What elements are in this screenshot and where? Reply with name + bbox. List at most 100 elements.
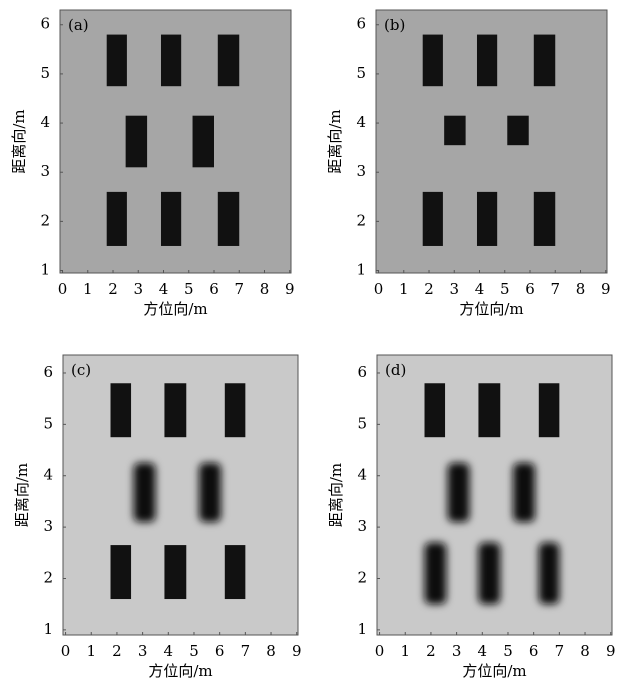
target (107, 192, 127, 246)
x-tick-label: 1 (86, 642, 96, 660)
target (134, 463, 156, 522)
target (164, 545, 186, 599)
x-tick-label: 7 (241, 642, 251, 660)
x-tick-label: 5 (503, 642, 513, 660)
x-tick-label: 4 (478, 642, 488, 660)
target (425, 383, 446, 437)
target (477, 35, 497, 87)
y-tick-label: 4 (356, 113, 366, 131)
y-tick-label: 6 (356, 15, 366, 33)
target (161, 192, 181, 246)
y-axis-label: 距离向/m (13, 463, 31, 527)
target (507, 116, 528, 145)
y-tick-label: 1 (357, 620, 367, 638)
target (225, 383, 246, 437)
x-tick-label: 0 (374, 280, 384, 298)
x-tick-label: 1 (399, 280, 409, 298)
y-tick-label: 6 (357, 363, 367, 381)
x-tick-label: 8 (576, 280, 586, 298)
x-tick-label: 2 (426, 642, 436, 660)
x-tick-label: 2 (424, 280, 434, 298)
y-tick-label: 3 (356, 162, 366, 180)
target (111, 383, 132, 437)
panel-label: (c) (71, 361, 91, 379)
x-axis-label: 方位向/m (462, 662, 526, 680)
y-tick-label: 3 (357, 517, 367, 535)
x-tick-label: 3 (449, 280, 459, 298)
target (423, 35, 443, 87)
x-tick-label: 4 (164, 642, 174, 660)
x-tick-label: 0 (61, 642, 71, 660)
target (218, 35, 239, 87)
y-tick-label: 6 (43, 363, 53, 381)
target (111, 545, 132, 599)
y-axis-label: 距离向/m (10, 109, 28, 173)
y-tick-label: 1 (356, 261, 366, 279)
x-tick-label: 7 (234, 280, 244, 298)
target (477, 192, 497, 246)
target (107, 35, 127, 87)
x-tick-label: 5 (184, 280, 194, 298)
target (225, 545, 246, 599)
y-tick-label: 1 (40, 261, 50, 279)
y-tick-label: 4 (40, 113, 50, 131)
x-tick-label: 9 (285, 280, 295, 298)
x-tick-label: 3 (452, 642, 462, 660)
target (478, 383, 500, 437)
target (126, 116, 147, 168)
x-tick-label: 6 (529, 642, 539, 660)
y-tick-label: 5 (43, 414, 53, 432)
target (218, 192, 239, 246)
panel-label: (b) (384, 16, 405, 34)
x-tick-label: 4 (159, 280, 169, 298)
target (448, 463, 470, 522)
target (193, 116, 214, 168)
y-axis-label: 距离向/m (327, 463, 345, 527)
x-tick-label: 6 (209, 280, 219, 298)
target (534, 35, 555, 87)
y-tick-label: 3 (43, 517, 53, 535)
panel-label: (a) (68, 16, 89, 34)
x-tick-label: 9 (606, 642, 616, 660)
target (199, 463, 221, 522)
y-tick-label: 5 (357, 414, 367, 432)
y-tick-label: 6 (40, 15, 50, 33)
x-tick-label: 9 (292, 642, 302, 660)
x-tick-label: 0 (58, 280, 68, 298)
x-tick-label: 6 (215, 642, 225, 660)
x-tick-label: 7 (550, 280, 560, 298)
y-tick-label: 2 (40, 211, 50, 229)
x-tick-label: 3 (138, 642, 148, 660)
y-tick-label: 4 (357, 466, 367, 484)
x-tick-label: 9 (601, 280, 611, 298)
x-tick-label: 6 (525, 280, 535, 298)
target (478, 543, 500, 605)
x-tick-label: 8 (580, 642, 590, 660)
target (444, 116, 465, 145)
x-tick-label: 8 (260, 280, 270, 298)
x-axis-label: 方位向/m (143, 300, 207, 318)
x-tick-label: 7 (555, 642, 565, 660)
x-tick-label: 5 (189, 642, 199, 660)
panel-label: (d) (385, 361, 406, 379)
target (164, 383, 186, 437)
target (423, 192, 443, 246)
y-tick-label: 1 (43, 620, 53, 638)
y-axis-label: 距离向/m (326, 109, 344, 173)
x-tick-label: 5 (500, 280, 510, 298)
x-tick-label: 8 (266, 642, 276, 660)
target (513, 463, 535, 522)
target (534, 192, 555, 246)
target (425, 543, 447, 605)
x-axis-label: 方位向/m (459, 300, 523, 318)
y-tick-label: 2 (356, 211, 366, 229)
x-axis-label: 方位向/m (148, 662, 212, 680)
y-tick-label: 3 (40, 162, 50, 180)
x-tick-label: 2 (112, 642, 122, 660)
x-tick-label: 4 (475, 280, 485, 298)
y-tick-label: 2 (43, 568, 53, 586)
y-tick-label: 2 (357, 568, 367, 586)
y-tick-label: 5 (40, 64, 50, 82)
x-tick-label: 3 (133, 280, 143, 298)
x-tick-label: 2 (108, 280, 118, 298)
